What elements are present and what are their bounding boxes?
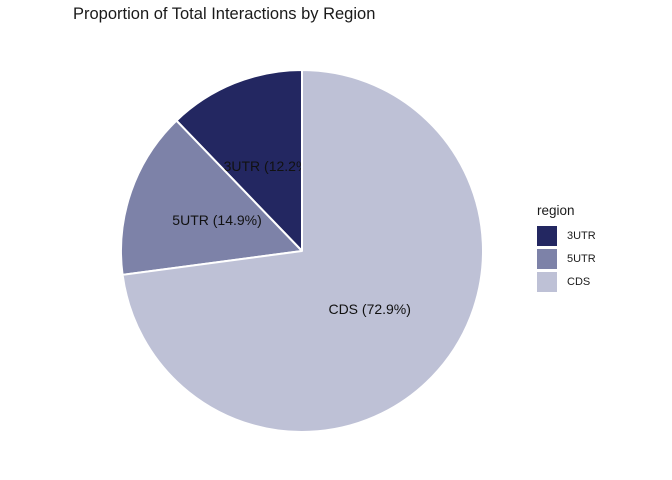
pie-slice-5utr (120, 119, 303, 276)
legend-row: 3UTR (537, 226, 596, 246)
chart-title: Proportion of Total Interactions by Regi… (73, 5, 376, 23)
slice-label-5utr: 5UTR (14.9%) (172, 212, 261, 228)
legend-label-5utr: 5UTR (567, 253, 596, 265)
legend-row: CDS (537, 272, 596, 292)
legend: region 3UTR 5UTR CDS (537, 203, 596, 295)
slice-label-cds: CDS (72.9%) (328, 301, 410, 317)
pie-slice-3utr (175, 69, 303, 252)
legend-label-3utr: 3UTR (567, 230, 596, 242)
legend-title: region (537, 203, 575, 218)
legend-swatch-5utr (537, 249, 557, 269)
legend-label-cds: CDS (567, 276, 591, 288)
legend-row: 5UTR (537, 249, 596, 269)
slice-label-3utr: 3UTR (12.2%) (224, 158, 313, 174)
legend-swatch-3utr (537, 226, 557, 246)
pie-slice-cds (121, 69, 484, 433)
legend-swatch-cds (537, 272, 557, 292)
